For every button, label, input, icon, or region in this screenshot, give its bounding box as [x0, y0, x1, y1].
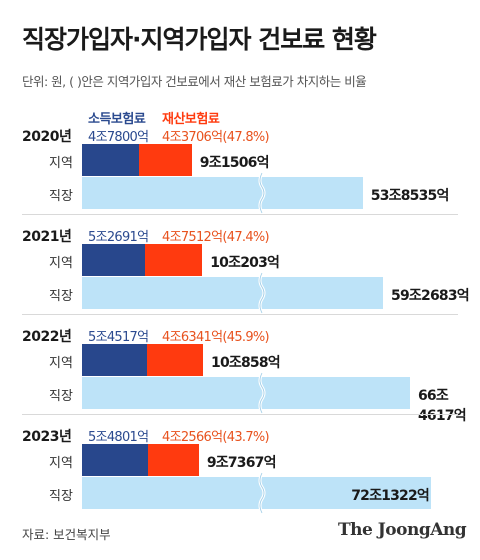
workplace-bar: [82, 377, 410, 409]
axis-break-mark: [258, 472, 266, 514]
income-value-label: 5조4801억: [88, 430, 149, 445]
workplace-bar: [82, 477, 432, 509]
income-value-label: 5조4517억: [88, 330, 149, 345]
property-value-label: 4조7512억(47.4%): [162, 230, 270, 245]
row-label-regional: 지역: [49, 256, 73, 271]
chart-title: 직장가입자·지역가입자 건보료 현황: [22, 25, 377, 54]
income-value-label: 4조7800억: [88, 130, 149, 145]
chart-subtitle: 단위: 원, ( )안은 지역가입자 건보료에서 재산 보험료가 차지하는 비율: [22, 74, 367, 89]
workplace-total-label: 59조2683억: [391, 288, 470, 304]
group-divider: [22, 314, 458, 315]
publisher-logo: The JoongAng: [338, 520, 467, 540]
source-note: 자료: 보건복지부: [22, 527, 111, 542]
income-bar: [82, 244, 146, 276]
property-bar: [147, 344, 203, 376]
year-label: 2022년: [22, 329, 72, 345]
row-label-workplace: 직장: [49, 489, 73, 504]
income-bar: [82, 344, 148, 376]
row-label-workplace: 직장: [49, 289, 73, 304]
axis-break-mark: [258, 172, 266, 214]
regional-total-label: 10조858억: [211, 355, 281, 371]
property-value-label: 4조2566억(43.7%): [162, 430, 270, 445]
workplace-total-label: 72조1322억: [351, 488, 430, 504]
row-label-regional: 지역: [49, 156, 73, 171]
property-bar: [139, 144, 192, 176]
year-label: 2020년: [22, 129, 72, 145]
group-divider: [22, 214, 458, 215]
workplace-bar: [82, 277, 384, 309]
row-label-workplace: 직장: [49, 389, 73, 404]
row-label-regional: 지역: [49, 356, 73, 371]
income-value-label: 5조2691억: [88, 230, 149, 245]
axis-break-mark: [258, 272, 266, 314]
workplace-bar: [82, 177, 363, 209]
year-label: 2021년: [22, 229, 72, 245]
property-bar: [145, 244, 203, 276]
workplace-total-label: 53조8535억: [370, 188, 450, 204]
axis-break-mark: [258, 372, 266, 414]
year-label: 2023년: [22, 429, 72, 445]
group-divider: [22, 414, 458, 415]
legend-income-label: 소득보험료: [88, 112, 146, 127]
property-bar: [147, 444, 199, 476]
income-bar: [82, 444, 148, 476]
row-label-workplace: 직장: [49, 189, 73, 204]
property-value-label: 4조3706억(47.8%): [162, 130, 270, 145]
regional-total-label: 9조1506억: [199, 155, 270, 171]
regional-total-label: 10조203억: [210, 255, 280, 271]
workplace-total-label: 66조4617억: [417, 388, 467, 424]
regional-total-label: 9조7367억: [206, 455, 277, 471]
property-value-label: 4조6341억(45.9%): [162, 330, 270, 345]
income-bar: [82, 144, 140, 176]
legend-property-label: 재산보험료: [162, 112, 220, 127]
row-label-regional: 지역: [49, 456, 73, 471]
